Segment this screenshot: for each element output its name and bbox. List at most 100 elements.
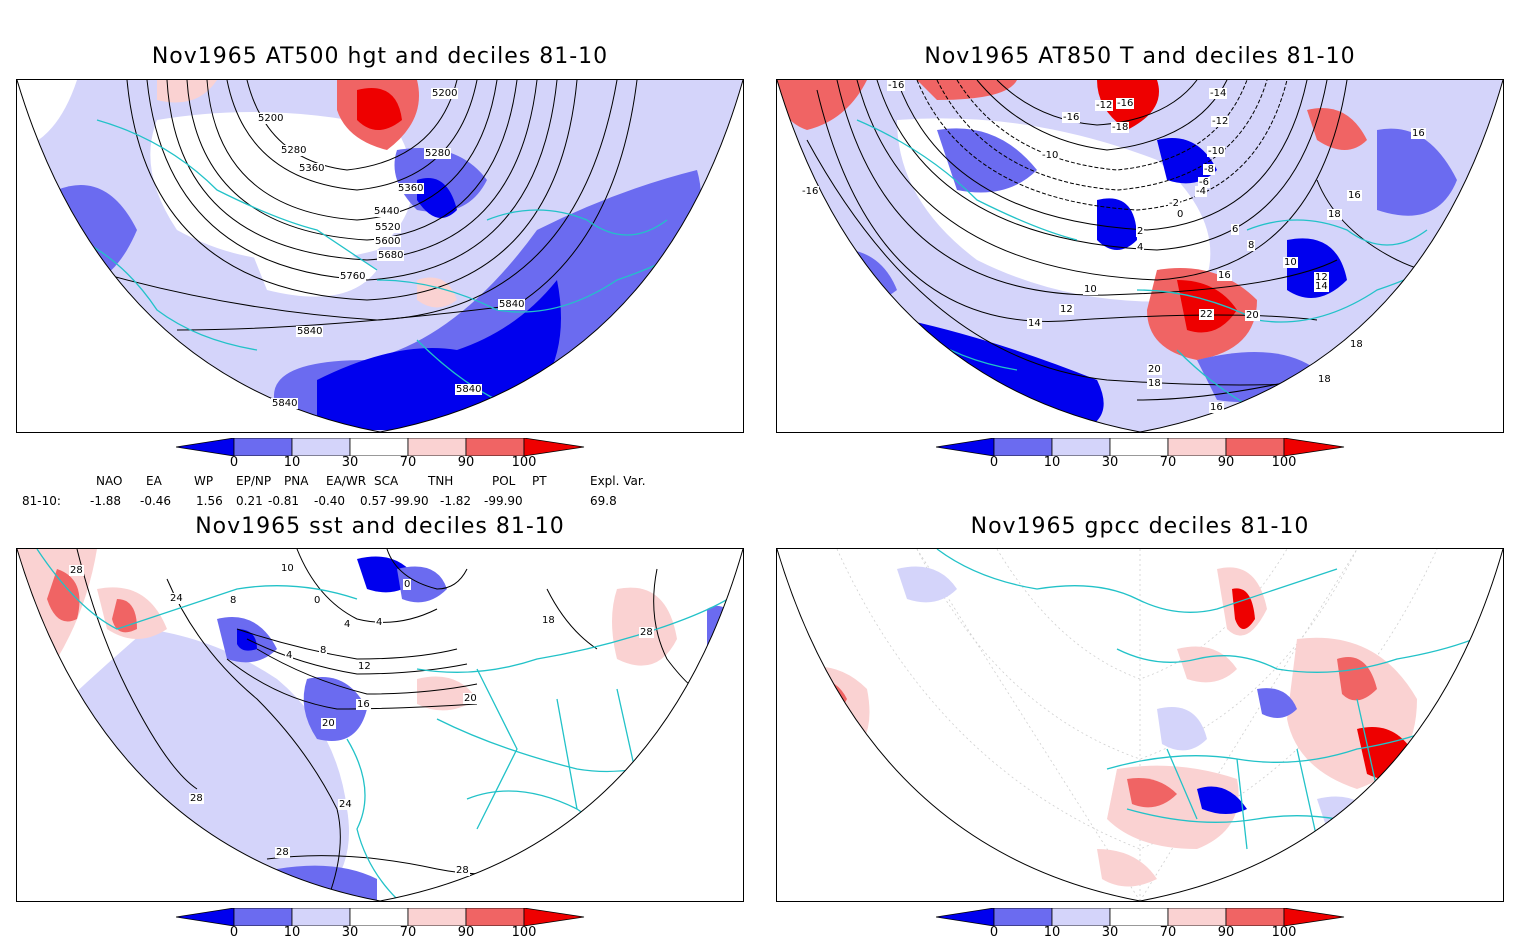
contour-label: -16 (887, 80, 906, 91)
colorbar-segment (1283, 437, 1345, 457)
contour-label: 5600 (374, 236, 402, 247)
colorbar-tick: 100 (1271, 455, 1297, 470)
index-header: EP/NP (236, 474, 272, 488)
contour-label: 5520 (374, 222, 402, 233)
contour-label: -16 (1062, 112, 1081, 123)
contour-label: 5840 (498, 299, 526, 310)
colorbar-sst: 0 10 30 70 90 100 (175, 907, 596, 948)
contour-label: 18 (1147, 378, 1162, 389)
colorbar-tick: 10 (1043, 925, 1061, 940)
contour-label: 12 (1314, 272, 1329, 283)
contour-label: 16 (1411, 128, 1426, 139)
contour-label: -16 (1116, 98, 1135, 109)
contour-label: 8 (319, 645, 328, 656)
colorbar-tick: 70 (1159, 455, 1177, 470)
index-value: 0.57 (360, 494, 387, 508)
contour-label: 5760 (339, 271, 367, 282)
index-header: EA (146, 474, 162, 488)
contour-label: 14 (1314, 281, 1329, 292)
colorbar-tick: 90 (1217, 455, 1235, 470)
contour-label: 10 (1283, 257, 1298, 268)
colorbar-tick: 0 (989, 455, 999, 470)
contour-label: 0 (403, 579, 412, 590)
contour-label: 4 (1136, 242, 1145, 253)
contour-label: 28 (69, 565, 84, 576)
contour-label: 4 (343, 619, 352, 630)
contour-label: 24 (338, 799, 353, 810)
colorbar-tick: 70 (1159, 925, 1177, 940)
colorbar-segment (1283, 907, 1345, 927)
colorbar-segment (1225, 907, 1285, 927)
contour-label: 28 (639, 627, 654, 638)
colorbar-segment (935, 907, 995, 927)
contour-label: 5280 (280, 145, 308, 156)
colorbar-tick: 0 (229, 455, 239, 470)
index-value: -1.88 (90, 494, 122, 508)
panel-title-t850: Nov1965 AT850 T and deciles 81-10 (924, 44, 1356, 69)
colorbar-tick: 90 (1217, 925, 1235, 940)
colorbar-segment (291, 907, 351, 927)
index-header: Expl. Var. (590, 474, 646, 488)
index-value: -0.46 (140, 494, 172, 508)
colorbar-tick: 70 (399, 925, 417, 940)
index-header: PT (532, 474, 547, 488)
index-value: -0.40 (314, 494, 346, 508)
contour-label: 5840 (296, 326, 324, 337)
contour-label: 0 (1176, 209, 1185, 220)
colorbar-segment (1109, 907, 1169, 927)
colorbar-segment (407, 907, 467, 927)
colorbar-segment (175, 437, 235, 457)
colorbar-segment (523, 437, 585, 457)
contour-label: 5840 (455, 384, 483, 395)
colorbar-segment (1167, 907, 1227, 927)
index-header: TNH (428, 474, 454, 488)
colorbar-segment (291, 437, 351, 457)
index-header: NAO (96, 474, 123, 488)
colorbar-t850: 0 10 30 70 90 100 (935, 437, 1356, 478)
contour-label: -12 (1095, 100, 1114, 111)
colorbar-hgt-svg (175, 437, 585, 457)
colorbar-tick: 30 (341, 925, 359, 940)
colorbar-gpcc: 0 10 30 70 90 100 (935, 907, 1356, 948)
colorbar-tick: 70 (399, 455, 417, 470)
colorbar-tick: 30 (1101, 455, 1119, 470)
contour-label: 5840 (271, 398, 299, 409)
colorbar-tick: 100 (511, 455, 537, 470)
contour-label: -4 (1195, 186, 1207, 197)
panel-title-sst: Nov1965 sst and deciles 81-10 (195, 514, 565, 539)
colorbar-segment (935, 437, 995, 457)
colorbar-tick: 0 (989, 925, 999, 940)
contour-label: 5360 (298, 163, 326, 174)
contour-label: 20 (1245, 310, 1260, 321)
map-panel-gpcc (776, 548, 1504, 902)
contour-label: 28 (455, 865, 470, 876)
colorbar-hgt: 0 10 30 70 90 100 (175, 437, 596, 478)
panel-title-gpcc: Nov1965 gpcc deciles 81-10 (970, 514, 1310, 539)
contour-label: -10 (1041, 150, 1060, 161)
contour-label: 10 (1083, 284, 1098, 295)
colorbar-tick: 10 (283, 925, 301, 940)
contour-label: 2 (1136, 226, 1145, 237)
contour-label: 18 (1349, 339, 1364, 350)
colorbar-segment (1051, 907, 1111, 927)
contour-label: 8 (1247, 240, 1256, 251)
index-value: -1.82 (440, 494, 472, 508)
colorbar-tick: 90 (457, 455, 475, 470)
colorbar-tick: 30 (341, 455, 359, 470)
colorbar-segment (175, 907, 235, 927)
contour-label: 5200 (431, 88, 459, 99)
colorbar-segment (1109, 437, 1169, 457)
colorbar-segment (993, 907, 1053, 927)
colorbar-tick: 30 (1101, 925, 1119, 940)
contour-label: 6 (1231, 224, 1240, 235)
contour-label: 20 (321, 718, 336, 729)
contour-label: -2 (1168, 198, 1180, 209)
contour-label: 16 (1347, 190, 1362, 201)
colorbar-segment (233, 907, 293, 927)
map-panel-hgt: 5200 5200 5280 5360 5280 5360 5440 5520 … (16, 79, 744, 433)
map-sst-svg (17, 549, 743, 901)
contour-label: 4 (375, 617, 384, 628)
contour-label: 16 (1209, 402, 1224, 413)
colorbar-tick: 100 (511, 925, 537, 940)
contour-label: 28 (189, 793, 204, 804)
